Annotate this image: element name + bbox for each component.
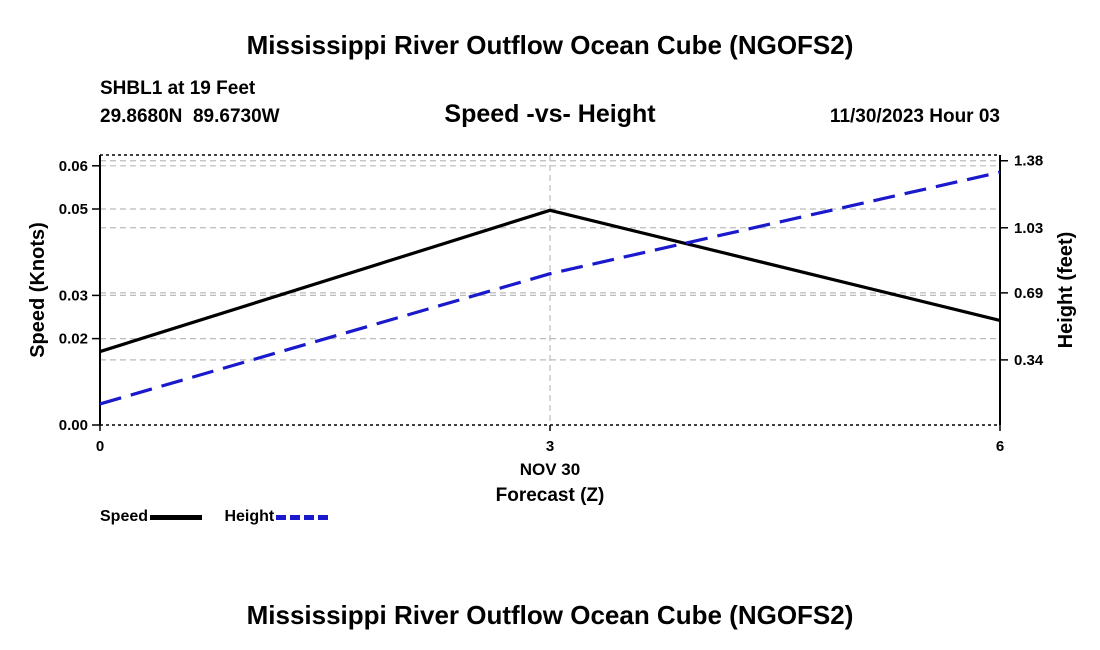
footer-title: Mississippi River Outflow Ocean Cube (NG… <box>246 600 854 630</box>
x-date-label: NOV 30 <box>520 460 580 479</box>
legend-swatch-speed <box>150 514 203 520</box>
series-line-height <box>99 170 1001 406</box>
chart-title: Mississippi River Outflow Ocean Cube (NG… <box>246 30 854 60</box>
y2-tick-label: 1.03 <box>1014 220 1043 237</box>
y-tick-label: 0.05 <box>59 201 88 218</box>
y2-axis-label: Height (feet) <box>1055 232 1077 349</box>
x-axis-label: Forecast (Z) <box>496 485 605 506</box>
legend-label-height: Height <box>224 508 275 525</box>
y-axis-label: Speed (Knots) <box>27 222 49 358</box>
x-tick-label: 0 <box>96 438 104 455</box>
y-tick-label: 0.02 <box>59 331 88 348</box>
legend-swatch-height <box>276 514 329 520</box>
legend-item-speed: Speed <box>100 508 203 526</box>
legend-item-height: Height <box>224 508 329 526</box>
x-tick-label: 6 <box>996 438 1004 455</box>
legend-label-speed: Speed <box>100 508 149 525</box>
y2-tick-label: 0.34 <box>1014 352 1044 369</box>
y-tick-label: 0.00 <box>59 417 88 434</box>
station-coordinates: 29.8680N 89.6730W <box>100 106 280 127</box>
forecast-datetime: 11/30/2023 Hour 03 <box>829 106 1000 127</box>
station-label: SHBL1 at 19 Feet <box>100 78 256 99</box>
y-tick-label: 0.06 <box>59 158 88 175</box>
legend: Speed Height <box>100 508 346 526</box>
chart-subtitle: Speed -vs- Height <box>444 100 656 128</box>
y-tick-label: 0.03 <box>59 287 88 304</box>
x-tick-label: 3 <box>546 438 554 455</box>
y2-tick-label: 0.69 <box>1014 285 1043 302</box>
y2-tick-label: 1.38 <box>1014 153 1043 170</box>
series-line-speed <box>99 208 1001 354</box>
